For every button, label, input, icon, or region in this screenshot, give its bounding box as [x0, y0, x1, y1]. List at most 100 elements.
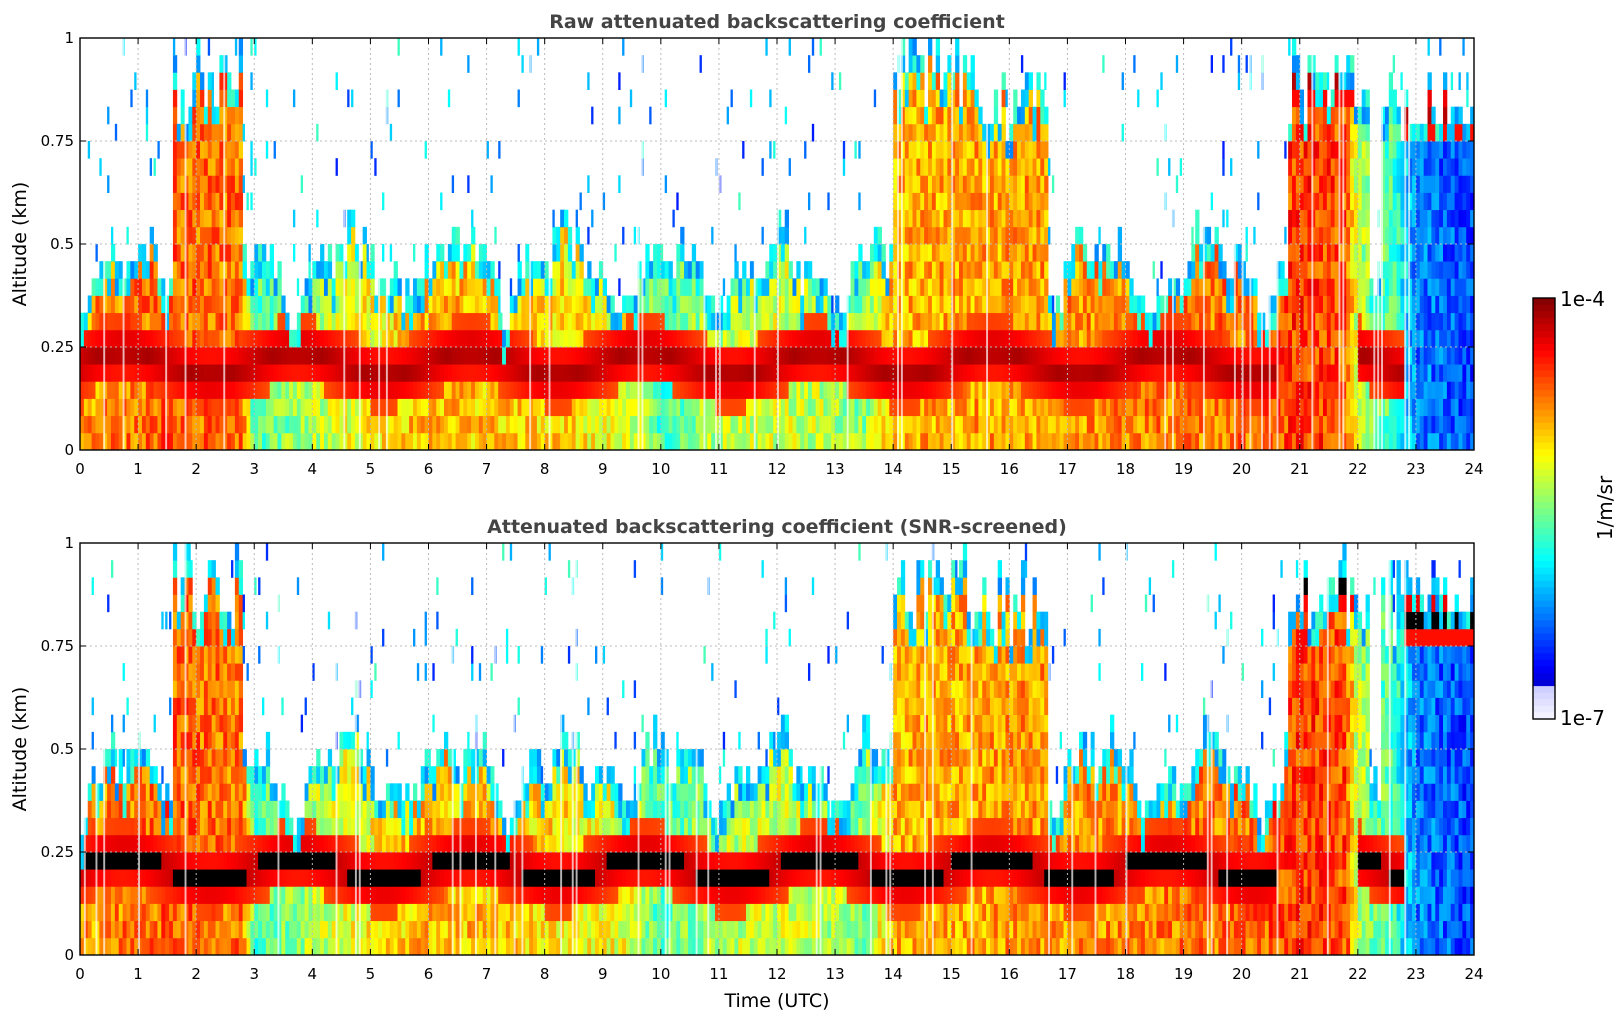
x-tick-label: 9: [598, 965, 608, 983]
colorbar-step: [1533, 554, 1555, 562]
x-tick-label: 7: [482, 965, 492, 983]
x-tick-label: 0: [75, 965, 85, 983]
colorbar-step: [1533, 561, 1555, 569]
x-tick-label: 22: [1348, 460, 1367, 478]
colorbar-step: [1533, 462, 1555, 470]
x-tick-label: 4: [308, 460, 318, 478]
x-tick-label: 18: [1116, 460, 1135, 478]
x-tick-label: 24: [1464, 460, 1483, 478]
colorbar-max-label: 1e-4: [1560, 287, 1605, 311]
colorbar-step: [1533, 475, 1555, 483]
colorbar-step: [1533, 383, 1555, 391]
colorbar-step: [1533, 330, 1555, 338]
colorbar-step: [1533, 541, 1555, 549]
x-tick-label: 5: [366, 460, 376, 478]
colorbar-step: [1533, 528, 1555, 536]
colorbar-step: [1533, 416, 1555, 424]
colorbar-step: [1533, 515, 1555, 523]
x-tick-label: 18: [1116, 965, 1135, 983]
colorbar-step: [1533, 469, 1555, 477]
y-tick-label: 0: [64, 946, 74, 964]
colorbar-step: [1533, 653, 1555, 661]
x-tick-label: 2: [191, 965, 201, 983]
colorbar-step: [1533, 587, 1555, 595]
colorbar-step: [1533, 370, 1555, 378]
x-tick-label: 16: [1000, 965, 1019, 983]
y-tick-label: 0.5: [50, 740, 74, 758]
colorbar-step: [1533, 376, 1555, 385]
colorbar-step: [1533, 620, 1555, 628]
x-tick-label: 7: [482, 460, 492, 478]
x-tick-label: 17: [1058, 965, 1077, 983]
x-tick-label: 0: [75, 460, 85, 478]
colorbar-step: [1533, 679, 1555, 687]
colorbar-min-label: 1e-7: [1560, 706, 1605, 730]
x-tick-label: 8: [540, 460, 550, 478]
colorbar-step: [1533, 672, 1555, 681]
colorbar-step: [1533, 633, 1555, 641]
y-tick-label: 1: [64, 29, 74, 47]
x-tick-label: 2: [191, 460, 201, 478]
x-tick-label: 9: [598, 460, 608, 478]
colorbar-step: [1533, 442, 1555, 450]
colorbar-step: [1533, 396, 1555, 404]
y-tick-label: 0: [64, 441, 74, 459]
x-tick-label: 14: [884, 965, 903, 983]
x-tick-label: 3: [249, 460, 259, 478]
x-tick-label: 23: [1406, 965, 1425, 983]
colorbar-step: [1533, 712, 1555, 720]
x-tick-label: 5: [366, 965, 376, 983]
colorbar-step: [1533, 350, 1555, 358]
x-tick-label: 17: [1058, 460, 1077, 478]
y-tick-label: 1: [64, 534, 74, 552]
x-tick-label: 3: [249, 965, 259, 983]
colorbar-step: [1533, 508, 1555, 516]
grid: [80, 38, 1474, 450]
colorbar-step: [1533, 488, 1555, 496]
panel-title: Raw attenuated backscattering coefficien…: [549, 11, 1005, 33]
x-tick-label: 4: [308, 965, 318, 983]
x-tick-label: 19: [1174, 965, 1193, 983]
colorbar: 1e-4 1e-7 1/m/sr: [1532, 287, 1617, 730]
y-tick-label: 0.75: [41, 637, 74, 655]
colorbar-step: [1533, 692, 1555, 700]
colorbar-step: [1533, 482, 1555, 490]
colorbar-step: [1533, 640, 1555, 648]
x-tick-label: 8: [540, 965, 550, 983]
x-tick-label: 6: [424, 965, 434, 983]
panel-title: Attenuated backscattering coefficient (S…: [487, 516, 1067, 538]
screened-backscatter-panel: 0 1 2 3 4 5 6 7 8 9 10 11 12 13 14 15 16 17 18 19 20 21 22 23 24…: [9, 516, 1484, 1012]
y-tick-label: 0.25: [41, 843, 74, 861]
colorbar-step: [1533, 409, 1555, 417]
x-axis-label: Time (UTC): [723, 990, 829, 1012]
x-tick-label: 19: [1174, 460, 1193, 478]
colorbar-step: [1533, 363, 1555, 371]
x-tick-label: 24: [1464, 965, 1483, 983]
x-tick-label: 10: [651, 965, 670, 983]
colorbar-step: [1533, 580, 1555, 588]
colorbar-step: [1533, 607, 1555, 615]
colorbar-step: [1533, 567, 1555, 575]
y-tick-label: 0.25: [41, 338, 74, 356]
colorbar-step: [1533, 449, 1555, 457]
colorbar-step: [1533, 659, 1555, 667]
x-tick-label: 13: [826, 460, 845, 478]
colorbar-step: [1533, 337, 1555, 345]
x-tick-label: 11: [709, 460, 728, 478]
grid: [80, 543, 1474, 955]
x-tick-label: 1: [133, 460, 143, 478]
colorbar-step: [1533, 646, 1555, 654]
colorbar-step: [1533, 626, 1555, 634]
x-tick-label: 11: [709, 965, 728, 983]
colorbar-step: [1533, 304, 1555, 312]
x-tick-label: 15: [942, 460, 961, 478]
colorbar-step: [1533, 403, 1555, 411]
colorbar-step: [1533, 298, 1555, 306]
y-axis-label: Altitude (km): [9, 687, 31, 812]
x-tick-label: 12: [767, 965, 786, 983]
colorbar-step: [1533, 521, 1555, 529]
x-tick-label: 12: [767, 460, 786, 478]
colorbar-step: [1533, 311, 1555, 319]
colorbar-step: [1533, 422, 1555, 431]
